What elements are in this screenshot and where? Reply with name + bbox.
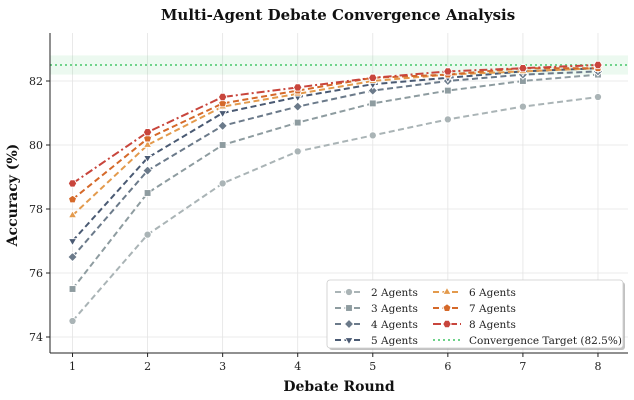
legend-label: 6 Agents <box>469 287 516 299</box>
legend-entry: Convergence Target (82.5%) <box>433 335 622 347</box>
data-point <box>67 251 78 263</box>
data-point <box>593 60 603 70</box>
x-tick-label: 2 <box>144 360 151 373</box>
data-point <box>368 99 377 108</box>
data-point <box>518 64 528 73</box>
data-point <box>143 230 152 239</box>
y-tick-label: 82 <box>29 75 43 88</box>
data-point <box>368 131 377 140</box>
series-layer <box>67 60 604 326</box>
legend-box <box>326 279 624 349</box>
legend-entry: 7 Agents <box>433 303 516 315</box>
legend-label: 3 Agents <box>371 303 418 315</box>
legend-marker <box>345 304 353 312</box>
x-axis-title: Debate Round <box>283 379 394 395</box>
y-tick-label: 78 <box>29 203 43 216</box>
legend-label: Convergence Target (82.5%) <box>469 335 622 347</box>
y-tick-label: 80 <box>29 139 43 152</box>
legend-marker <box>344 337 354 346</box>
x-tick-label: 1 <box>69 360 76 373</box>
y-tick-label: 74 <box>29 331 43 344</box>
series-line <box>71 67 599 242</box>
series-4 <box>67 65 603 247</box>
data-point <box>143 133 153 143</box>
series-1 <box>68 92 603 326</box>
legend-entry: 6 Agents <box>433 286 516 299</box>
data-point <box>292 83 303 92</box>
legend-label: 5 Agents <box>371 335 418 347</box>
x-tick-label: 5 <box>369 360 376 373</box>
legend: 2 Agents 3 Agents 4 Agents 5 Agents 6 Agents… <box>326 279 625 350</box>
x-tick-label: 3 <box>219 360 226 373</box>
legend-label: 2 Agents <box>371 287 418 299</box>
data-point <box>67 238 78 247</box>
data-point <box>217 110 228 119</box>
legend-label: 7 Agents <box>469 303 516 315</box>
data-point <box>68 316 77 326</box>
series-line <box>71 70 599 258</box>
data-point <box>293 118 302 127</box>
legend-label: 8 Agents <box>469 319 516 331</box>
legend-marker <box>344 287 354 297</box>
series-2 <box>68 70 602 293</box>
y-axis-title: Accuracy (%) <box>5 144 21 248</box>
legend-marker <box>442 286 452 295</box>
series-line <box>71 96 599 322</box>
data-point <box>142 165 153 176</box>
series-line <box>71 67 599 217</box>
data-point <box>518 102 527 111</box>
data-point <box>218 98 228 108</box>
data-point <box>67 209 78 219</box>
legend-entry: 4 Agents <box>335 318 418 331</box>
legend-entry: 5 Agents <box>335 335 418 347</box>
x-tick-label: 6 <box>444 360 451 373</box>
data-point <box>142 128 153 137</box>
series-line <box>71 73 599 290</box>
data-point <box>443 86 452 95</box>
legend-entry: 3 Agents <box>335 303 418 315</box>
series-7 <box>67 60 603 188</box>
legend-label: 4 Agents <box>371 319 418 331</box>
series-line <box>71 67 598 201</box>
x-tick-label: 4 <box>294 360 301 373</box>
legend-entry: 8 Agents <box>433 319 516 331</box>
data-point <box>293 147 302 156</box>
data-point <box>143 189 152 197</box>
legend-marker <box>442 319 452 329</box>
data-point <box>67 179 78 188</box>
series-3 <box>67 66 604 263</box>
data-point <box>142 139 153 148</box>
legend-marker <box>343 318 355 330</box>
legend-entry: 2 Agents <box>335 287 418 299</box>
data-point <box>368 73 378 82</box>
chart-title: Multi-Agent Debate Convergence Analysis <box>161 6 515 24</box>
data-point <box>292 101 303 112</box>
data-point <box>217 120 228 132</box>
x-tick-label: 7 <box>519 360 526 373</box>
x-tick-label: 8 <box>594 360 601 373</box>
data-point <box>593 92 603 102</box>
data-point <box>218 141 227 149</box>
data-point <box>443 115 452 124</box>
data-point <box>218 179 227 188</box>
data-point <box>443 67 453 76</box>
data-point <box>217 92 228 102</box>
y-tick-label: 76 <box>29 267 43 280</box>
legend-marker <box>442 303 452 312</box>
data-point <box>68 285 77 293</box>
reference-layer <box>50 55 628 75</box>
data-point <box>142 155 153 164</box>
data-point <box>68 194 78 204</box>
data-point <box>367 85 379 96</box>
